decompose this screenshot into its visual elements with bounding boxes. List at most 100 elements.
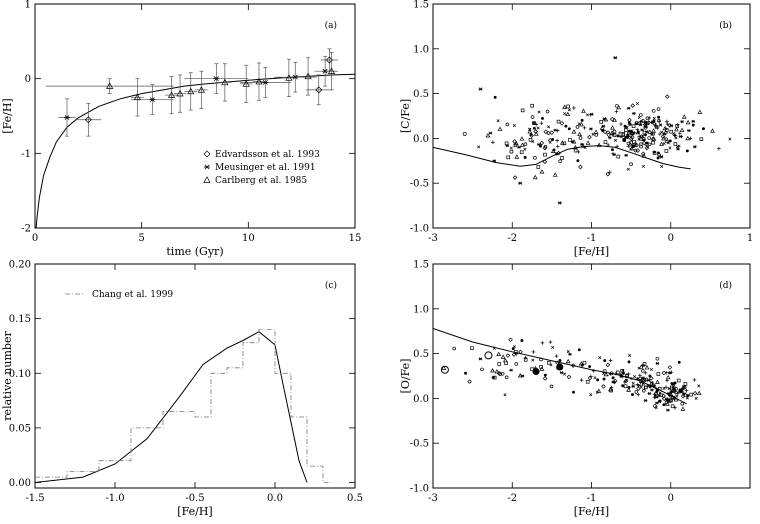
scatter-point-28: [509, 149, 514, 154]
panel-d-oxygen-abundance: (d) [Fe/H] [O/Fe] -3 -2 -1 0 -1.0 -0.5 0.0 0.5 1…: [399, 260, 751, 518]
scatter-point-240: [662, 132, 667, 136]
scatter-point-164: [656, 152, 662, 157]
scatter-point-3: [555, 128, 560, 133]
scatter-point-92: [631, 384, 635, 388]
scatter-point-215: [679, 127, 685, 133]
scatter-point-285: [681, 114, 687, 119]
scatter-point-83: [636, 392, 641, 397]
large-marker-0: [440, 365, 449, 374]
scatter-point-194: [603, 140, 608, 144]
series-2-marker-0: [106, 82, 114, 89]
scatter-point-237: [683, 382, 688, 386]
panel-b-ticks: -3 -2 -1 0 1 -1.0 -0.5 0.0 0.5 1.0 1.5: [410, 0, 753, 244]
panel-d-label: (d): [719, 280, 732, 291]
scatter-point-221: [667, 393, 673, 398]
y-tick-label-0: 0.00: [9, 478, 31, 489]
legend-entry-edvardsson: Edvardsson et al. 1993: [215, 150, 320, 160]
scatter-point-160: [605, 362, 611, 368]
scatter-point-82: [626, 387, 632, 392]
scatter-point-146: [601, 129, 604, 132]
series-1-point-4: [273, 61, 317, 93]
scatter-point-153: [601, 384, 606, 389]
scatter-point-208: [689, 392, 693, 397]
scatter-point-202: [673, 397, 679, 402]
scatter-point-255: [599, 125, 605, 130]
scatter-point-118: [602, 129, 608, 135]
scatter-point-11: [504, 141, 509, 146]
scatter-point-278: [622, 138, 626, 142]
scatter-point-323: [632, 140, 636, 144]
series-2-point-4: [184, 72, 198, 111]
scatter-point-148: [699, 137, 704, 141]
series-1-marker-3: [262, 80, 269, 85]
scatter-point-171: [571, 139, 577, 144]
extra-point-3: [518, 181, 523, 185]
scatter-point-139: [631, 124, 636, 129]
scatter-point-42: [542, 376, 548, 381]
series-1-marker-2: [213, 76, 220, 82]
panel-a-metallicity-age: (a) time (Gyr) [Fe/H] 0 5 10 15 -2 -1 0 1 Edvar…: [1, 0, 361, 258]
scatter-point-168: [629, 376, 633, 380]
scatter-point-103: [528, 127, 532, 131]
scatter-point-26: [567, 127, 571, 131]
scatter-point-104: [616, 370, 620, 375]
scatter-point-57: [485, 133, 491, 138]
scatter-point-42: [539, 169, 545, 174]
scatter-point-49: [492, 346, 496, 350]
scatter-point-321: [622, 138, 627, 142]
scatter-point-89: [568, 138, 572, 142]
scatter-point-78: [506, 155, 510, 160]
scatter-point-228: [654, 395, 659, 399]
scatter-point-125: [658, 132, 662, 136]
scatter-point-44: [602, 377, 606, 381]
series-0-point-2: [320, 48, 338, 72]
scatter-point-121: [644, 385, 648, 390]
scatter-point-230: [668, 391, 674, 397]
y-tick-label-2: 0.0: [413, 134, 429, 145]
scatter-point-62: [583, 145, 587, 149]
legend-marker-2: [203, 176, 211, 183]
scatter-point-162: [624, 135, 628, 139]
panel-b-y-axis-label: [C/Fe]: [399, 99, 412, 133]
scatter-point-266: [603, 117, 609, 122]
scatter-point-81: [528, 138, 533, 142]
scatter-point-238: [668, 398, 673, 403]
scatter-point-89: [611, 376, 615, 380]
y-tick-label-0: -2: [21, 224, 31, 235]
panel-a-y-axis-label: [Fe/H]: [1, 98, 14, 133]
y-tick-label-4: 1.0: [413, 44, 429, 55]
scatter-point-167: [602, 369, 607, 374]
panel-b-model-curve: [433, 145, 691, 170]
scatter-point-178: [591, 369, 596, 373]
scatter-point-290: [631, 145, 635, 149]
scatter-point-175: [614, 371, 618, 376]
scatter-point-174: [609, 385, 614, 390]
scatter-point-137: [633, 375, 637, 379]
scatter-point-283: [625, 125, 629, 129]
scatter-point-253: [611, 148, 614, 152]
scatter-point-80: [549, 130, 555, 135]
scatter-point-105: [505, 122, 510, 127]
scatter-point-246: [673, 405, 677, 410]
scatter-point-221: [662, 141, 666, 145]
scatter-point-174: [615, 104, 619, 108]
scatter-point-133: [627, 360, 631, 364]
scatter-point-3: [503, 393, 507, 397]
scatter-point-152: [656, 372, 661, 376]
scatter-point-295: [626, 133, 630, 137]
scatter-point-74: [556, 119, 561, 124]
series-2-point-7: [239, 64, 253, 103]
scatter-point-252: [657, 400, 662, 404]
y-tick-label-3: 1: [25, 0, 31, 11]
scatter-point-308: [666, 141, 670, 145]
scatter-point-141: [623, 384, 628, 389]
scatter-point-77: [547, 125, 551, 129]
series-2-point-8: [252, 62, 266, 101]
scatter-point-64: [509, 368, 513, 372]
scatter-point-182: [694, 396, 698, 400]
scatter-point-45: [504, 375, 509, 380]
scatter-point-44: [589, 112, 594, 116]
scatter-point-256: [681, 385, 686, 389]
scatter-point-97: [692, 391, 698, 396]
scatter-point-166: [636, 383, 641, 388]
